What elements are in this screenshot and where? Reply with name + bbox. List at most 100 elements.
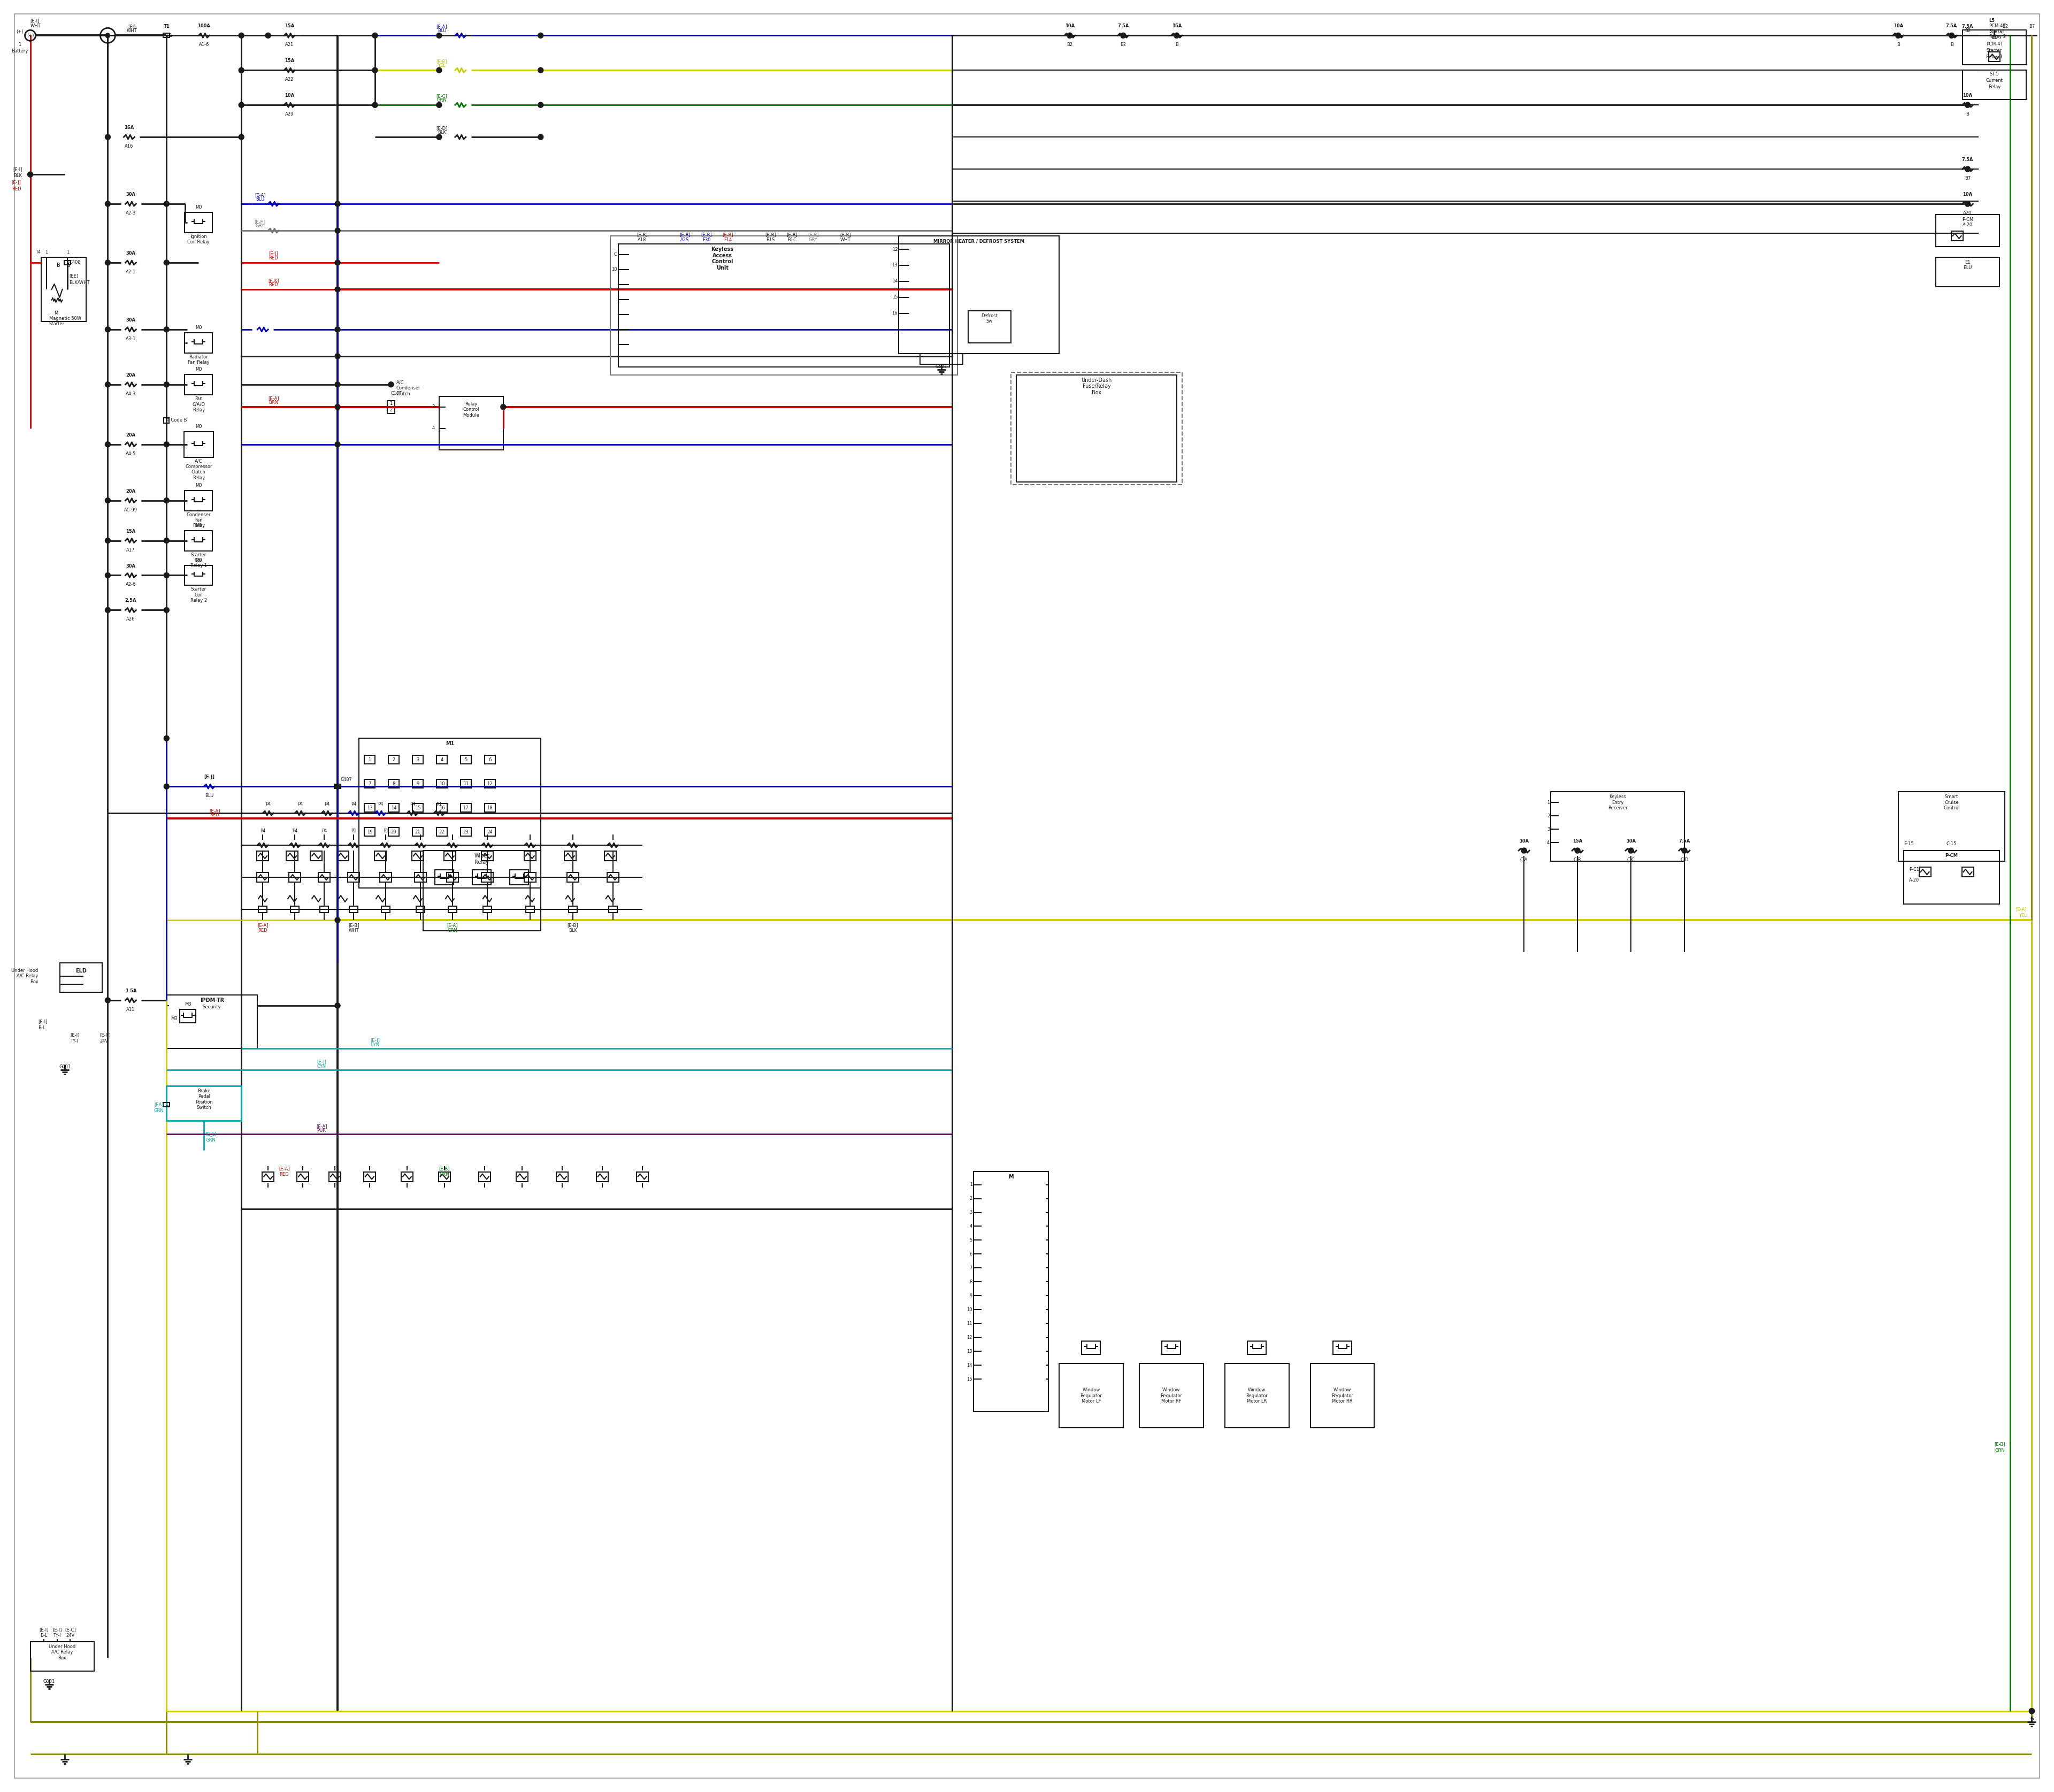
Bar: [335, 785, 341, 788]
Text: 4: 4: [969, 1224, 972, 1229]
Circle shape: [164, 260, 168, 265]
Text: 14: 14: [967, 1364, 972, 1367]
Text: Window
Regulator
Motor LF: Window Regulator Motor LF: [1080, 1387, 1103, 1403]
Text: 1: 1: [1547, 799, 1549, 805]
Circle shape: [105, 382, 111, 387]
Text: IPDM-TR: IPDM-TR: [199, 998, 224, 1004]
Text: [E-A]: [E-A]: [210, 808, 220, 814]
Text: C: C: [614, 253, 616, 256]
Circle shape: [2029, 1708, 2033, 1713]
Text: [E-A]: [E-A]: [316, 1124, 327, 1129]
Text: 4: 4: [440, 758, 444, 762]
Text: B1S: B1S: [766, 238, 774, 242]
Text: M0: M0: [195, 557, 201, 563]
Text: B2: B2: [1966, 29, 1970, 34]
Text: BLK: BLK: [14, 174, 23, 177]
Text: GRN: GRN: [1994, 1448, 2005, 1453]
Text: CYN: CYN: [316, 1064, 327, 1068]
Text: 1: 1: [66, 249, 70, 254]
Text: BLU: BLU: [205, 794, 214, 797]
Bar: [388, 803, 398, 812]
Text: P4: P4: [298, 803, 302, 806]
Bar: [1935, 258, 2001, 287]
Text: C-C: C-C: [1627, 858, 1635, 862]
Text: A21: A21: [286, 43, 294, 47]
Text: 10A: 10A: [1520, 839, 1528, 844]
Bar: [415, 873, 427, 882]
Text: M: M: [53, 310, 58, 315]
Text: 5: 5: [969, 1238, 972, 1242]
Text: Relay 2: Relay 2: [1988, 34, 2005, 39]
Bar: [286, 851, 298, 860]
Text: GRN: GRN: [154, 1109, 164, 1113]
Text: [E-B]
WHT: [E-B] WHT: [347, 923, 359, 934]
Bar: [298, 1172, 308, 1181]
Bar: [1082, 1340, 1101, 1355]
Circle shape: [105, 538, 111, 543]
Text: [E-K]: [E-K]: [267, 278, 279, 283]
Text: 15: 15: [891, 296, 898, 299]
Circle shape: [164, 201, 168, 206]
Circle shape: [538, 134, 544, 140]
Text: Condenser
Fan
Relay: Condenser Fan Relay: [187, 513, 212, 529]
Bar: [1247, 1340, 1265, 1355]
Text: 1: 1: [45, 249, 47, 254]
Bar: [446, 873, 458, 882]
Circle shape: [105, 201, 111, 206]
Text: [E_L]: [E_L]: [205, 1131, 216, 1136]
Text: [E-H]: [E-H]: [255, 219, 265, 224]
Bar: [413, 828, 423, 837]
Text: P4: P4: [351, 803, 355, 806]
Text: 20A: 20A: [125, 489, 136, 493]
Bar: [329, 1172, 341, 1181]
Text: B2: B2: [1119, 43, 1126, 47]
Bar: [257, 873, 269, 882]
Text: 3: 3: [969, 1210, 972, 1215]
Text: P4: P4: [292, 828, 298, 833]
Bar: [596, 1172, 608, 1181]
Bar: [290, 873, 300, 882]
Bar: [1988, 52, 2001, 61]
Text: 1: 1: [164, 32, 168, 38]
Circle shape: [238, 32, 244, 38]
Text: Under-Dash
Fuse/Relay
Box: Under-Dash Fuse/Relay Box: [1080, 378, 1111, 396]
Text: B: B: [1966, 111, 1970, 116]
Bar: [435, 756, 448, 763]
Text: M0: M0: [195, 324, 201, 330]
Text: 7.5A: 7.5A: [1945, 23, 1957, 29]
Bar: [1904, 851, 2001, 903]
Text: 1: 1: [390, 401, 392, 407]
Text: RED: RED: [12, 186, 21, 192]
Text: [EI]: [EI]: [127, 25, 136, 29]
Text: 10A: 10A: [286, 93, 294, 99]
Text: Starter: Starter: [1988, 29, 2005, 34]
Text: [E-A]: [E-A]: [435, 25, 448, 29]
Text: 17: 17: [462, 805, 468, 810]
Text: M: M: [1009, 1174, 1013, 1179]
Text: T1: T1: [164, 25, 170, 29]
Circle shape: [2029, 1708, 2033, 1713]
Text: B    S: B S: [58, 263, 70, 269]
Bar: [608, 907, 616, 912]
Text: GRY: GRY: [809, 238, 817, 242]
Text: 2.5A: 2.5A: [125, 599, 136, 604]
Text: C-B: C-B: [1573, 858, 1582, 862]
Circle shape: [1522, 848, 1526, 853]
Text: 4: 4: [431, 426, 435, 430]
Text: 7.5A: 7.5A: [1117, 23, 1130, 29]
Bar: [359, 738, 540, 889]
Text: M0: M0: [195, 523, 201, 527]
Text: [E-A]
GRN: [E-A] GRN: [448, 923, 458, 934]
Text: A Code B: A Code B: [166, 418, 187, 423]
Text: 10A: 10A: [1964, 93, 1972, 99]
Text: 21: 21: [415, 830, 421, 835]
Bar: [263, 1172, 273, 1181]
Bar: [485, 756, 495, 763]
Text: 7.5A: 7.5A: [1962, 25, 1974, 29]
Bar: [164, 1102, 170, 1107]
Circle shape: [435, 68, 442, 73]
Text: C10T: C10T: [390, 391, 403, 396]
Text: A26: A26: [127, 616, 136, 622]
Text: 24V: 24V: [101, 1039, 109, 1043]
Text: A20: A20: [1964, 211, 1972, 215]
